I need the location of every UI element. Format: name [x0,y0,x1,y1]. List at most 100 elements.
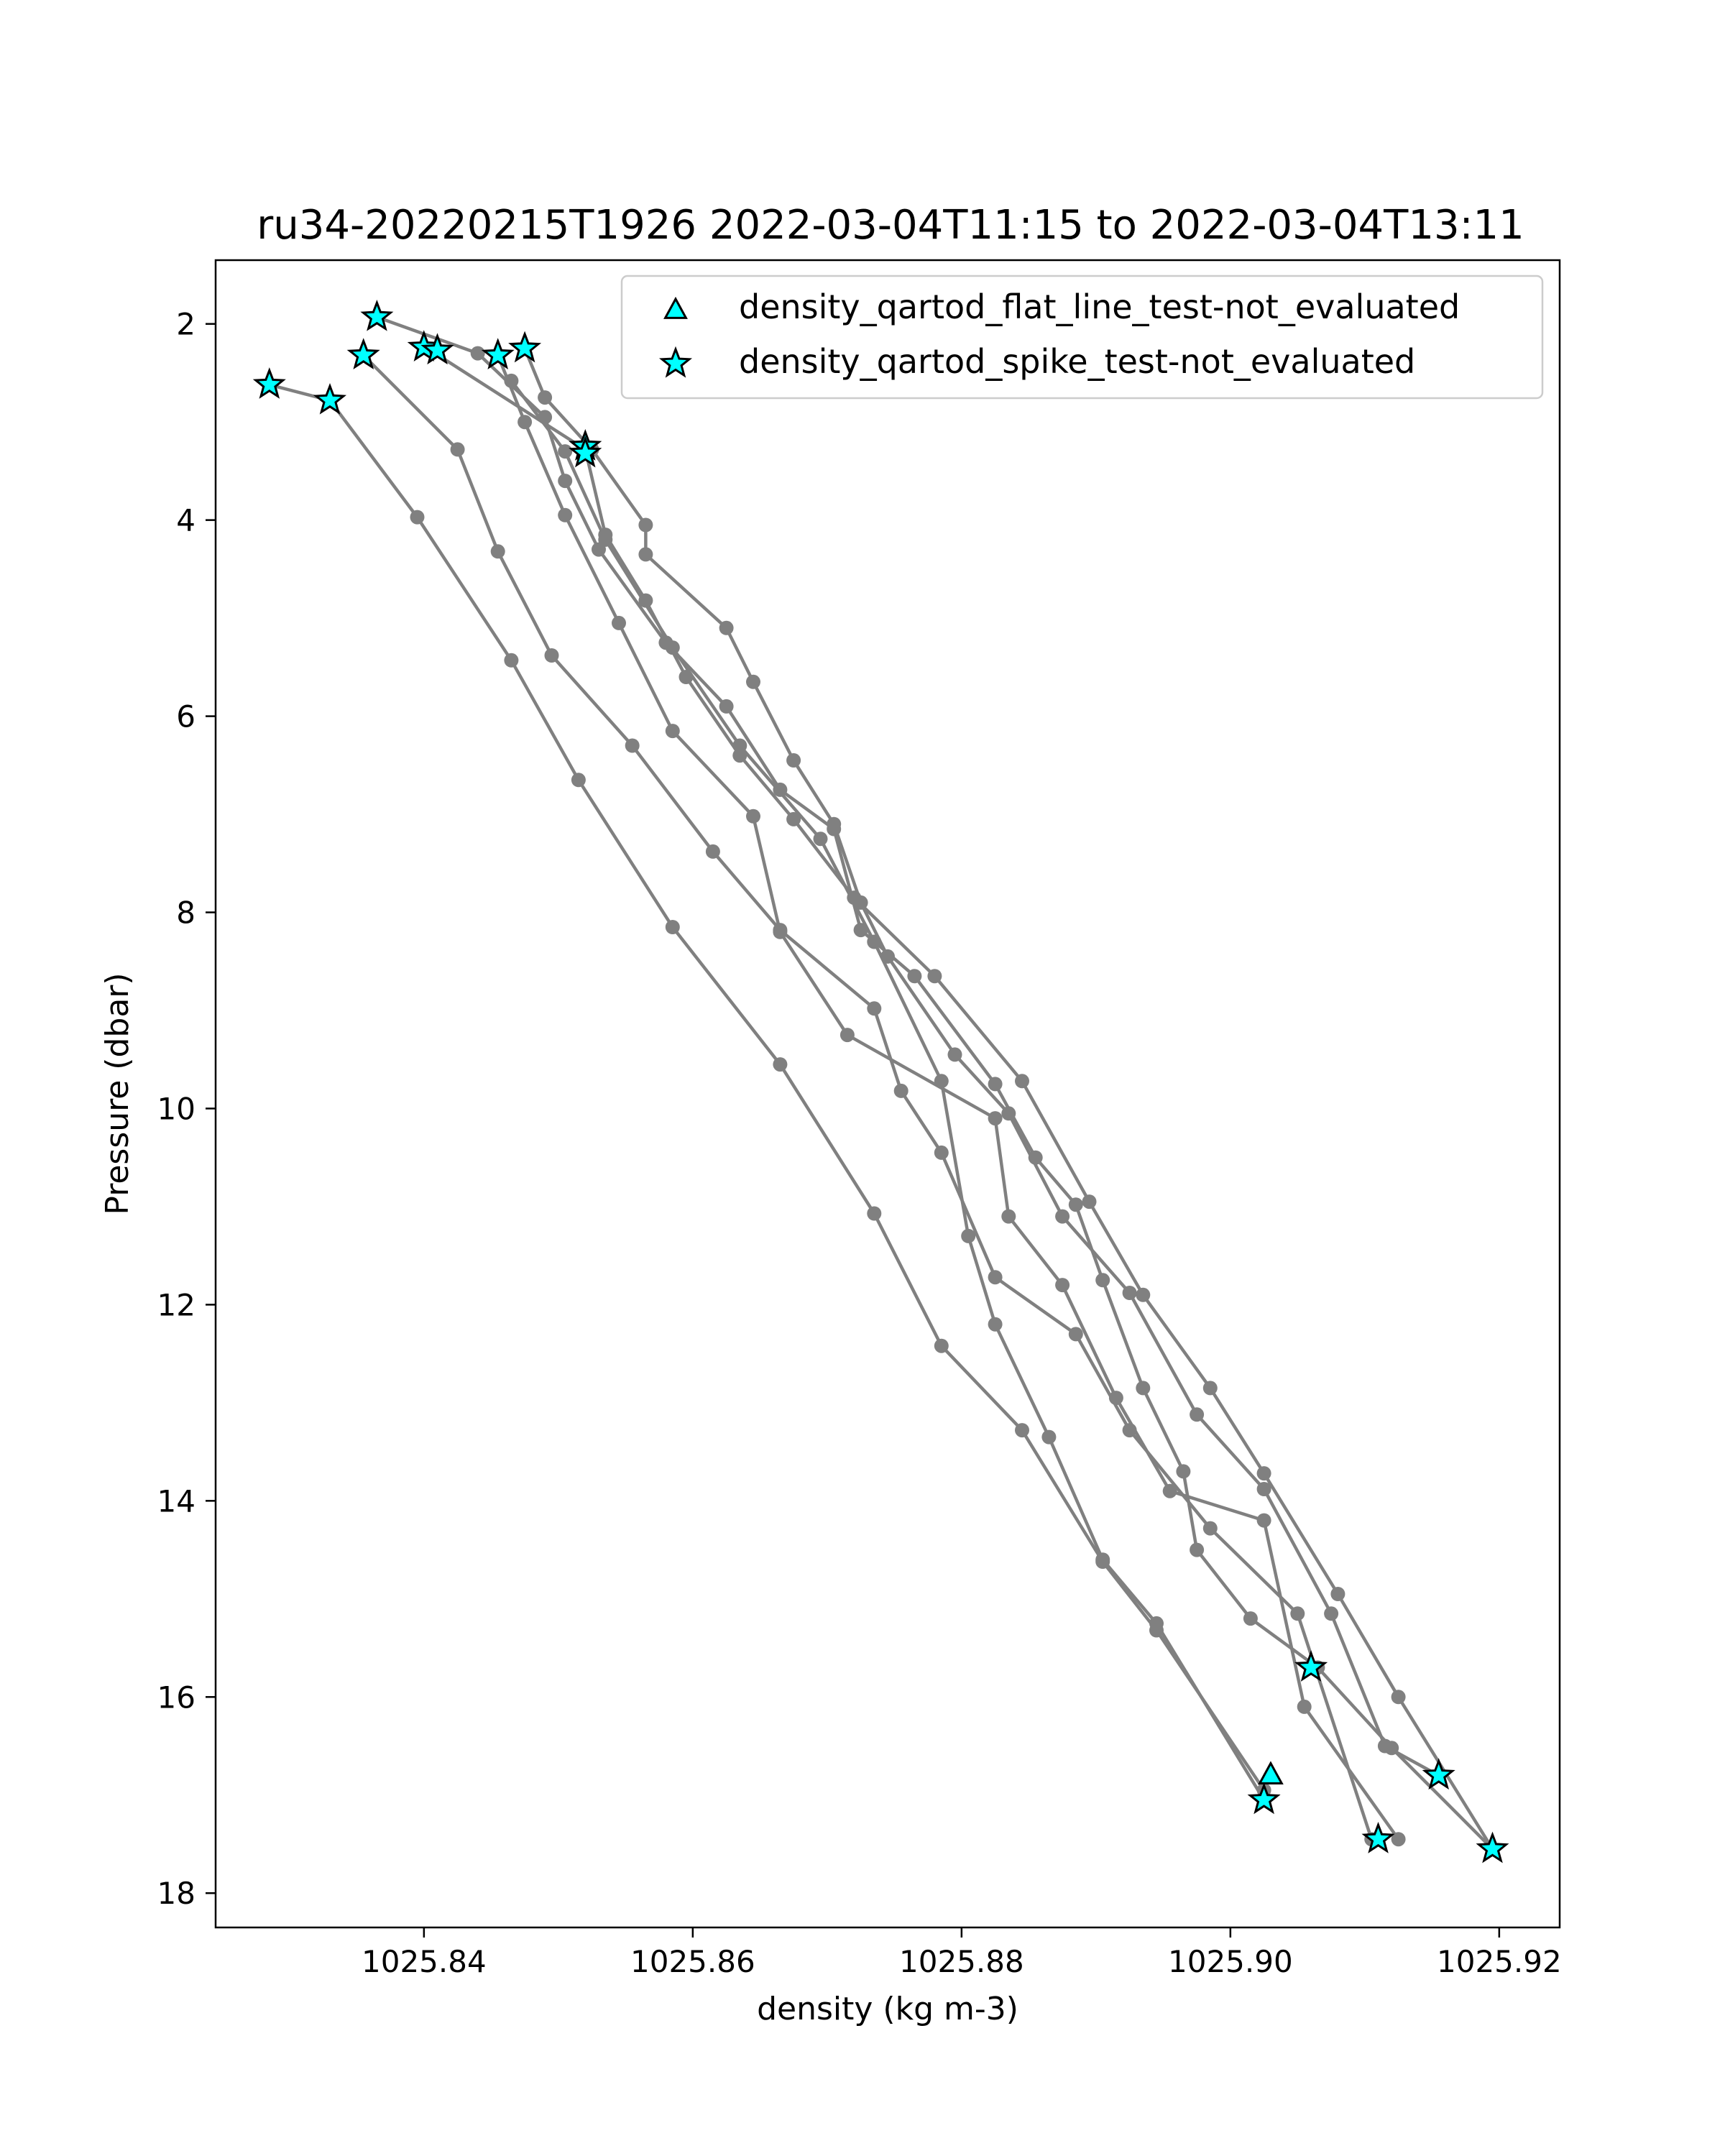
profile-point [1256,1482,1271,1496]
y-tick-label: 4 [176,503,196,538]
profile-point [934,1074,949,1089]
profile-point [1108,1391,1123,1406]
profile-point [1041,1429,1057,1445]
profile-line-7 [510,379,1266,1801]
profile-point [732,738,748,753]
y-tick-label: 10 [157,1091,196,1126]
profile-point [665,920,680,934]
spike-marker [420,333,454,365]
profile-point [571,773,586,788]
profile-point [1001,1106,1016,1121]
profile-point [827,816,842,831]
profile-point [1055,1278,1070,1293]
profile-point [1122,1286,1137,1300]
y-tick-label: 18 [157,1876,196,1911]
profile-point [1256,1466,1271,1481]
profile-point [1330,1587,1346,1601]
profile-point [1082,1194,1097,1210]
flat-line-marker [1258,1761,1284,1785]
qc-markers [252,299,1509,1864]
x-tick-label: 1025.84 [362,1944,487,1979]
profile-line-5 [496,354,1400,1841]
profile-point [598,532,613,547]
profile-point [450,442,465,457]
spike-marker [346,338,380,370]
spike-marker [1247,1782,1281,1815]
profile-point [1176,1464,1191,1479]
y-axis-ticks: 2 4 6 8 10 12 14 16 18 [157,307,216,1911]
profile-point [719,620,734,635]
profile-point [665,724,680,739]
profile-point [1162,1483,1177,1498]
profile-point [1055,1209,1070,1224]
y-tick-label: 12 [157,1287,196,1322]
profile-point [1290,1606,1305,1621]
profile-line-1 [376,315,1494,1851]
profile-point [1190,1407,1205,1422]
profile-point [490,544,505,559]
profile-point [1391,1832,1406,1847]
profile-point [947,1047,962,1062]
profile-point [786,753,801,768]
profile-point [1015,1074,1029,1089]
spike-marker [1476,1831,1509,1864]
spike-marker [569,436,602,468]
profile-point [988,1077,1003,1092]
profile-point [1136,1287,1151,1302]
profile-point [558,444,573,459]
profile-point [1001,1209,1016,1224]
x-tick-label: 1025.92 [1437,1944,1562,1979]
profile-point [840,1028,855,1043]
x-axis-ticks: 1025.84 1025.86 1025.88 1025.90 1025.92 [362,1927,1562,1979]
profile-point [625,738,640,753]
profile-point [504,653,519,668]
profile-point [746,674,760,689]
profile-point [1297,1699,1312,1714]
profile-point [934,1145,949,1160]
profile-point [773,1057,788,1072]
profile-point [1202,1521,1218,1536]
y-tick-label: 16 [157,1680,196,1715]
plot-frame [214,259,1561,1929]
profile-point [813,831,828,847]
profile-point [558,507,573,522]
spike-marker [360,299,394,331]
profile-point [1377,1738,1392,1754]
profile-point [1256,1513,1271,1528]
profile-point [1095,1273,1110,1288]
profile-point [410,510,425,525]
spike-marker [1361,1821,1395,1853]
legend-triangle-icon [663,296,688,319]
legend-label-flat-line: density_qartod_flat_line_test-not_evalua… [739,287,1460,326]
legend-star-icon [658,346,693,378]
profile-point [786,811,801,826]
y-tick-label: 6 [176,699,196,734]
legend-box [620,275,1544,400]
profile-point [1095,1552,1110,1567]
spike-marker [1422,1758,1455,1790]
x-axis-label: density (kg m-3) [757,1991,1018,2027]
profile-point [1015,1423,1029,1438]
profile-point [1202,1381,1218,1396]
spike-marker [252,367,286,399]
profile-point [638,547,653,562]
x-tick-label: 1025.88 [899,1944,1024,1979]
profile-point [1149,1616,1164,1631]
profile-point [746,808,760,824]
spike-marker [313,382,347,415]
profile-point [1068,1327,1083,1342]
profile-point [1068,1197,1083,1212]
profile-point [470,346,485,361]
profile-point [518,415,533,430]
profile-point [988,1317,1003,1332]
x-tick-label: 1025.86 [630,1944,755,1979]
y-tick-label: 8 [176,895,196,931]
profile-point [867,1001,882,1016]
profile-point [1391,1690,1406,1705]
spike-marker [508,331,542,363]
profile-point [907,969,922,984]
y-axis-label: Pressure (dbar) [99,972,136,1215]
spike-marker [1294,1650,1328,1682]
profile-point [988,1111,1003,1126]
